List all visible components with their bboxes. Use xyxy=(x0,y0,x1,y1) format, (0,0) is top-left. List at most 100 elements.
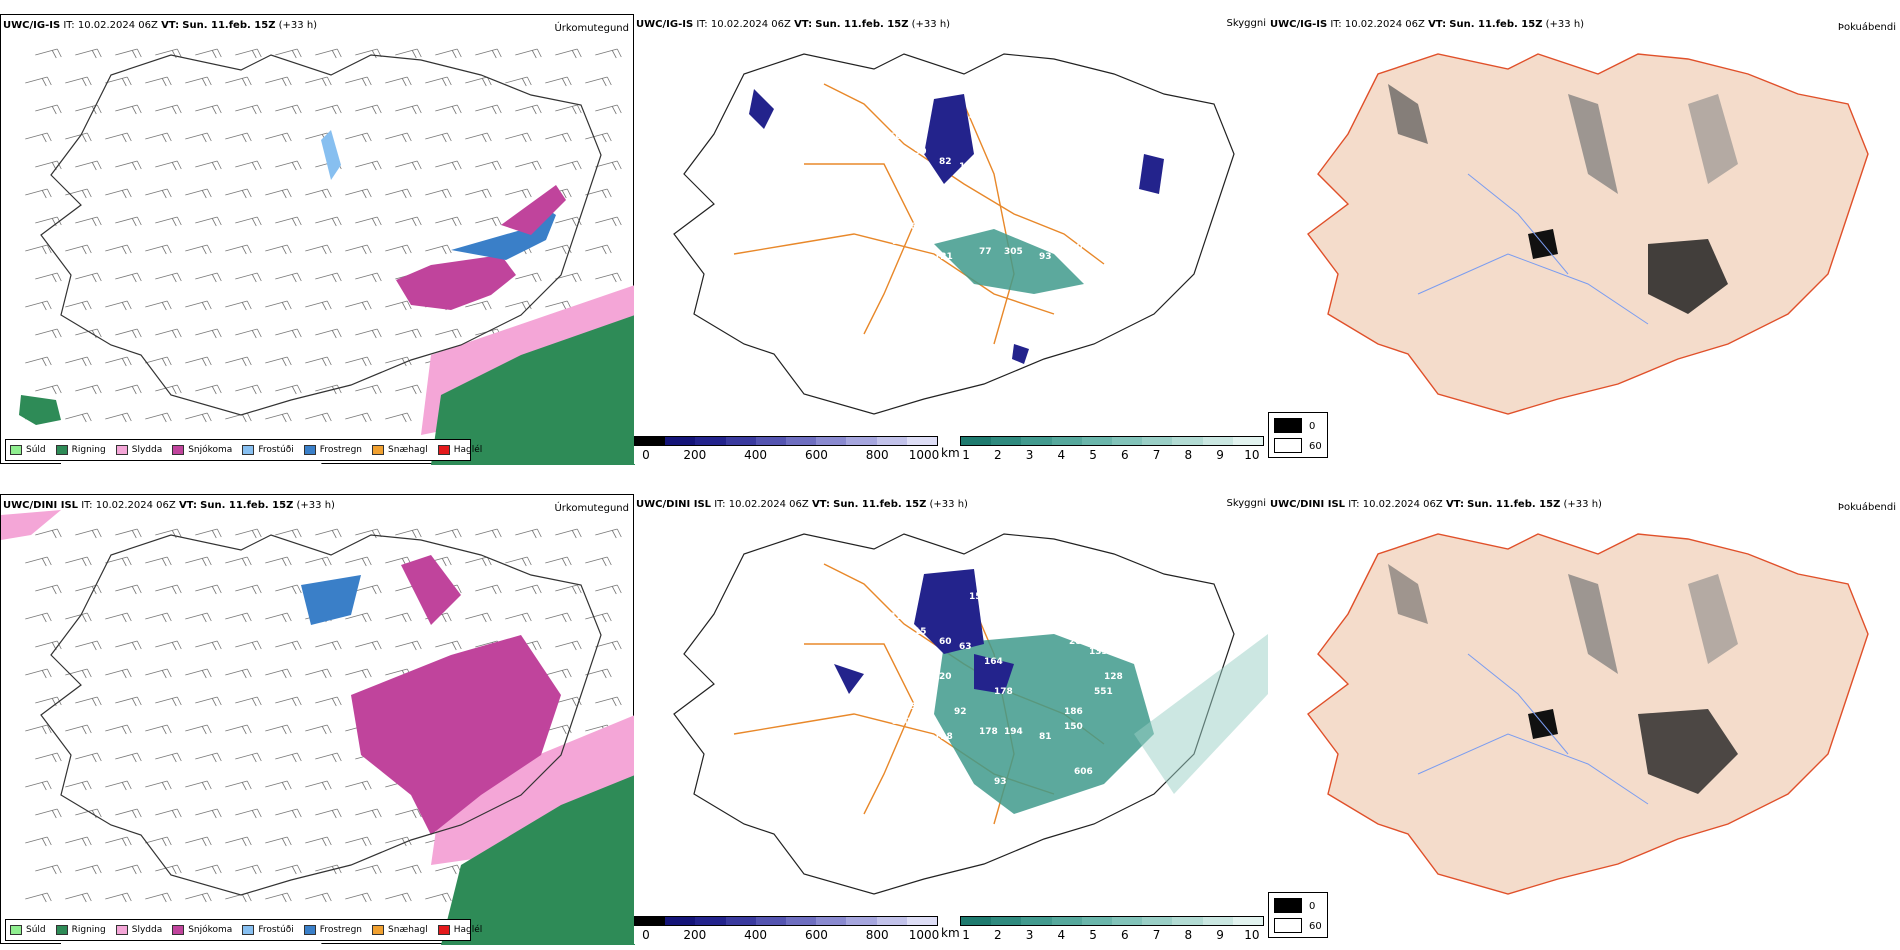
colorbar-tick: 800 xyxy=(865,448,889,462)
wind-barb xyxy=(235,272,262,283)
colorbar-swatch xyxy=(1232,437,1264,445)
wind-barb xyxy=(75,584,102,595)
vis-value-label: 70 xyxy=(904,647,917,657)
colorbar-swatch xyxy=(725,437,756,445)
wind-barb xyxy=(65,780,92,791)
wind-barb xyxy=(315,696,342,707)
vis-value-label: 63 xyxy=(959,642,972,652)
vis-value-label: 178 xyxy=(994,687,1013,697)
iceland-outline xyxy=(673,533,1235,895)
wind-barb xyxy=(65,724,92,735)
wind-barb xyxy=(75,864,102,875)
vis-colorbar-m-row2: 0 200 400 600 800 1000 xyxy=(634,916,939,950)
colorbar-swatch xyxy=(846,437,877,445)
colorbar-tick: 0 xyxy=(642,448,650,462)
wind-barb xyxy=(195,584,222,595)
wind-barb xyxy=(235,752,262,763)
wind-barb xyxy=(225,300,252,311)
wind-barb xyxy=(35,864,62,875)
wind-barb xyxy=(65,300,92,311)
colorbar-swatch xyxy=(1051,917,1082,925)
wind-barb xyxy=(115,104,142,115)
wind-barb xyxy=(25,188,52,199)
vis-value-label: 66 xyxy=(889,132,902,142)
wind-barb xyxy=(115,584,142,595)
colorbar-swatch xyxy=(1051,437,1082,445)
iceland-outline xyxy=(40,54,602,416)
wind-barb xyxy=(595,160,622,171)
vis-value-label: 56 xyxy=(754,557,767,567)
wind-barb xyxy=(425,892,452,903)
snow-area xyxy=(396,255,516,310)
colorbar-tick: 600 xyxy=(804,448,828,462)
colorbar-tick: 10 xyxy=(1244,928,1260,942)
wind-barb xyxy=(345,244,372,255)
wind-barb xyxy=(555,528,582,539)
wind-barb xyxy=(275,272,302,283)
colorbar-tick: 9 xyxy=(1216,928,1224,942)
wind-barb xyxy=(395,104,422,115)
wind-barb xyxy=(305,356,332,367)
wind-barb xyxy=(595,104,622,115)
wind-barb xyxy=(195,808,222,819)
wind-barb xyxy=(115,48,142,59)
wind-barb xyxy=(225,780,252,791)
wind-barb xyxy=(235,864,262,875)
wind-barb xyxy=(475,48,502,59)
legend-item: Slydda xyxy=(115,445,162,455)
wind-barb xyxy=(195,48,222,59)
colorbar-tick: 200 xyxy=(683,448,707,462)
wind-barb xyxy=(105,76,132,87)
wind-barb xyxy=(315,328,342,339)
legend-item: Slydda xyxy=(115,925,162,935)
colorbar-tick: 5 xyxy=(1089,928,1097,942)
wind-barb xyxy=(65,76,92,87)
wind-barb xyxy=(555,104,582,115)
wind-barb xyxy=(475,216,502,227)
wind-barb xyxy=(145,356,172,367)
wind-barb xyxy=(35,272,62,283)
wind-barb xyxy=(105,724,132,735)
wind-barb xyxy=(345,892,372,903)
wind-barb xyxy=(75,640,102,651)
wind-barb xyxy=(395,808,422,819)
vis-value-label: 15 xyxy=(914,627,927,637)
colorbar-swatches xyxy=(634,916,938,926)
colorbar-swatch xyxy=(1081,437,1113,445)
colorbar-tick: 2 xyxy=(994,448,1002,462)
wind-barb xyxy=(75,808,102,819)
colorbar-swatch xyxy=(1142,917,1173,925)
wind-barb xyxy=(155,48,182,59)
vis-colorbar-m-row1: 0 200 400 600 800 1000 xyxy=(634,436,939,470)
vis-value-label: 100 xyxy=(1064,227,1083,237)
vis-value-label: 92 xyxy=(1029,332,1042,342)
wind-barb xyxy=(425,244,452,255)
wind-barb xyxy=(305,76,332,87)
wind-barb xyxy=(595,48,622,59)
wind-barb xyxy=(35,528,62,539)
wind-barb xyxy=(25,780,52,791)
wind-barb xyxy=(585,556,612,567)
wind-barb xyxy=(315,528,342,539)
precip-map-row2 xyxy=(1,510,635,945)
wind-barb xyxy=(345,188,372,199)
wind-barb xyxy=(545,668,572,679)
wind-barb xyxy=(355,808,382,819)
wind-barb xyxy=(185,188,212,199)
colorbar-swatch xyxy=(1172,917,1203,925)
wind-barb xyxy=(465,556,492,567)
wind-barb xyxy=(595,696,622,707)
vis-value-label: 92 xyxy=(954,707,967,717)
vis-value-label: 20 xyxy=(939,672,952,682)
wind-barb xyxy=(475,104,502,115)
wind-barb xyxy=(75,384,102,395)
wind-barb xyxy=(275,808,302,819)
vis-value-label: 12 xyxy=(1104,192,1117,202)
freezing-rain-area xyxy=(451,205,556,260)
wind-barb xyxy=(65,132,92,143)
wind-barb xyxy=(195,696,222,707)
wind-barb xyxy=(315,808,342,819)
wind-barb xyxy=(145,892,172,903)
wind-barb xyxy=(345,76,372,87)
wind-barb xyxy=(275,864,302,875)
